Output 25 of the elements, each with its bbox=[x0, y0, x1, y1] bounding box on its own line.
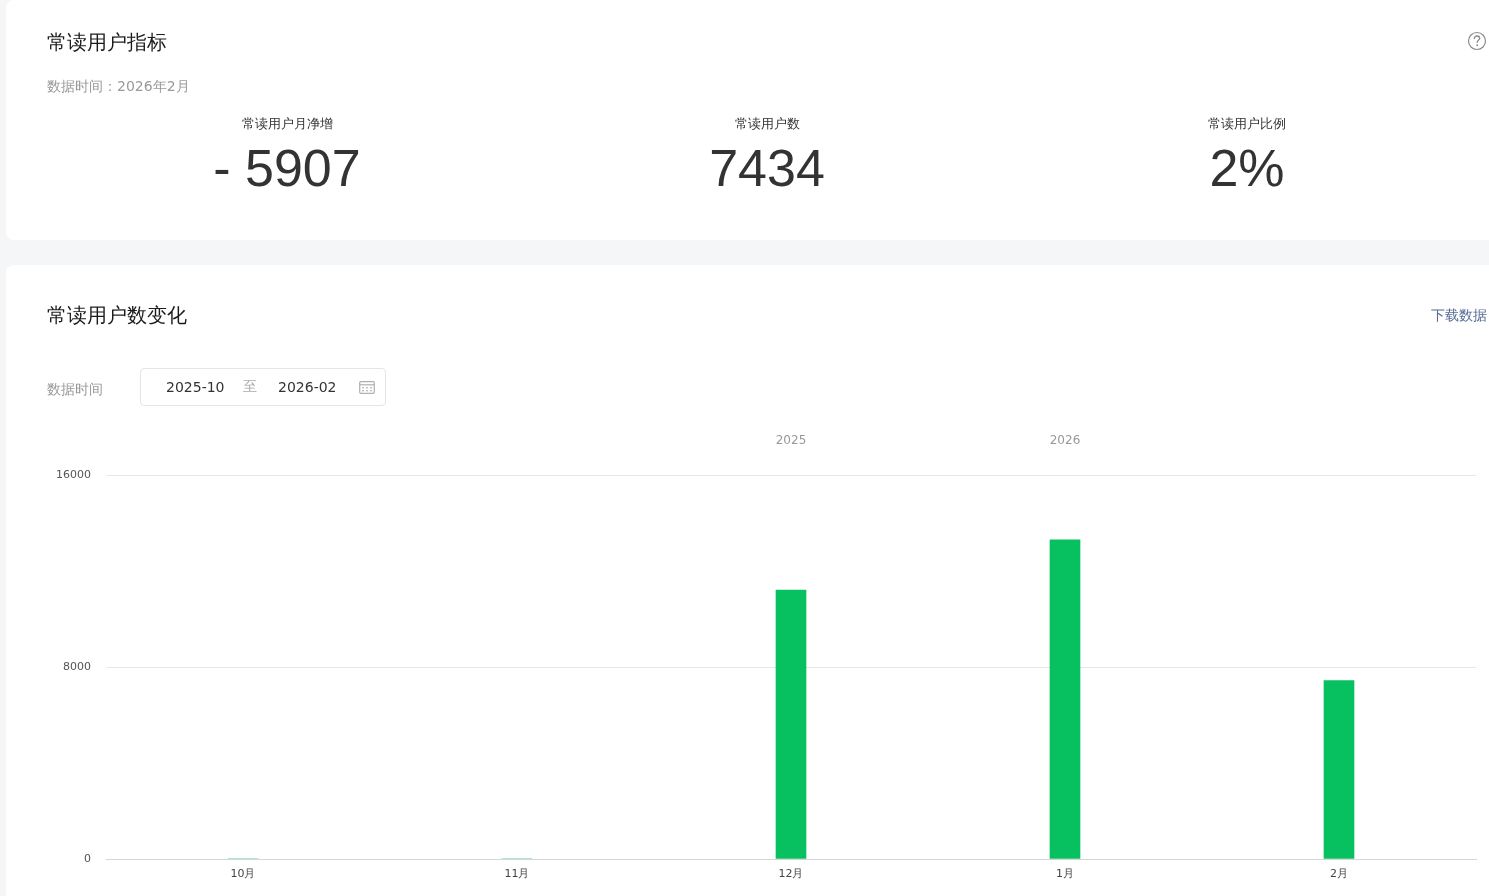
text: 下载数据 bbox=[1431, 306, 1487, 324]
text: 7434 bbox=[708, 138, 826, 198]
y-tick-label: 0 bbox=[84, 851, 91, 865]
text: 常读用户数 bbox=[733, 116, 801, 132]
text: 常读用户月净增 bbox=[240, 116, 334, 132]
text: 数据时间：2026年2月 bbox=[47, 77, 190, 95]
text: - 5907 bbox=[212, 138, 362, 198]
text: 2025 bbox=[775, 433, 807, 448]
bar bbox=[775, 589, 807, 859]
x-tick-label: 2月 bbox=[1330, 867, 1348, 881]
chart-title: 常读用户数变化 bbox=[47, 303, 187, 327]
text: 常读用户比例 bbox=[1207, 116, 1287, 132]
x-tick-label: 1月 bbox=[1056, 867, 1074, 881]
y-tick-label: 16000 bbox=[56, 467, 91, 481]
text: 2% bbox=[1208, 138, 1286, 198]
text: 数据时间 bbox=[47, 380, 103, 398]
date-range-field: 2025-10 至 2026-02 bbox=[140, 368, 386, 406]
text: 常读用户指标 bbox=[47, 30, 167, 54]
x-tick-label: 11月 bbox=[504, 867, 530, 881]
x-tick-label: 12月 bbox=[778, 867, 804, 881]
y-tick-label: 8000 bbox=[63, 659, 91, 673]
x-tick-label: 10月 bbox=[230, 867, 256, 881]
text: 2026 bbox=[1049, 433, 1081, 448]
bar bbox=[1323, 680, 1355, 859]
bar bbox=[1049, 539, 1081, 859]
